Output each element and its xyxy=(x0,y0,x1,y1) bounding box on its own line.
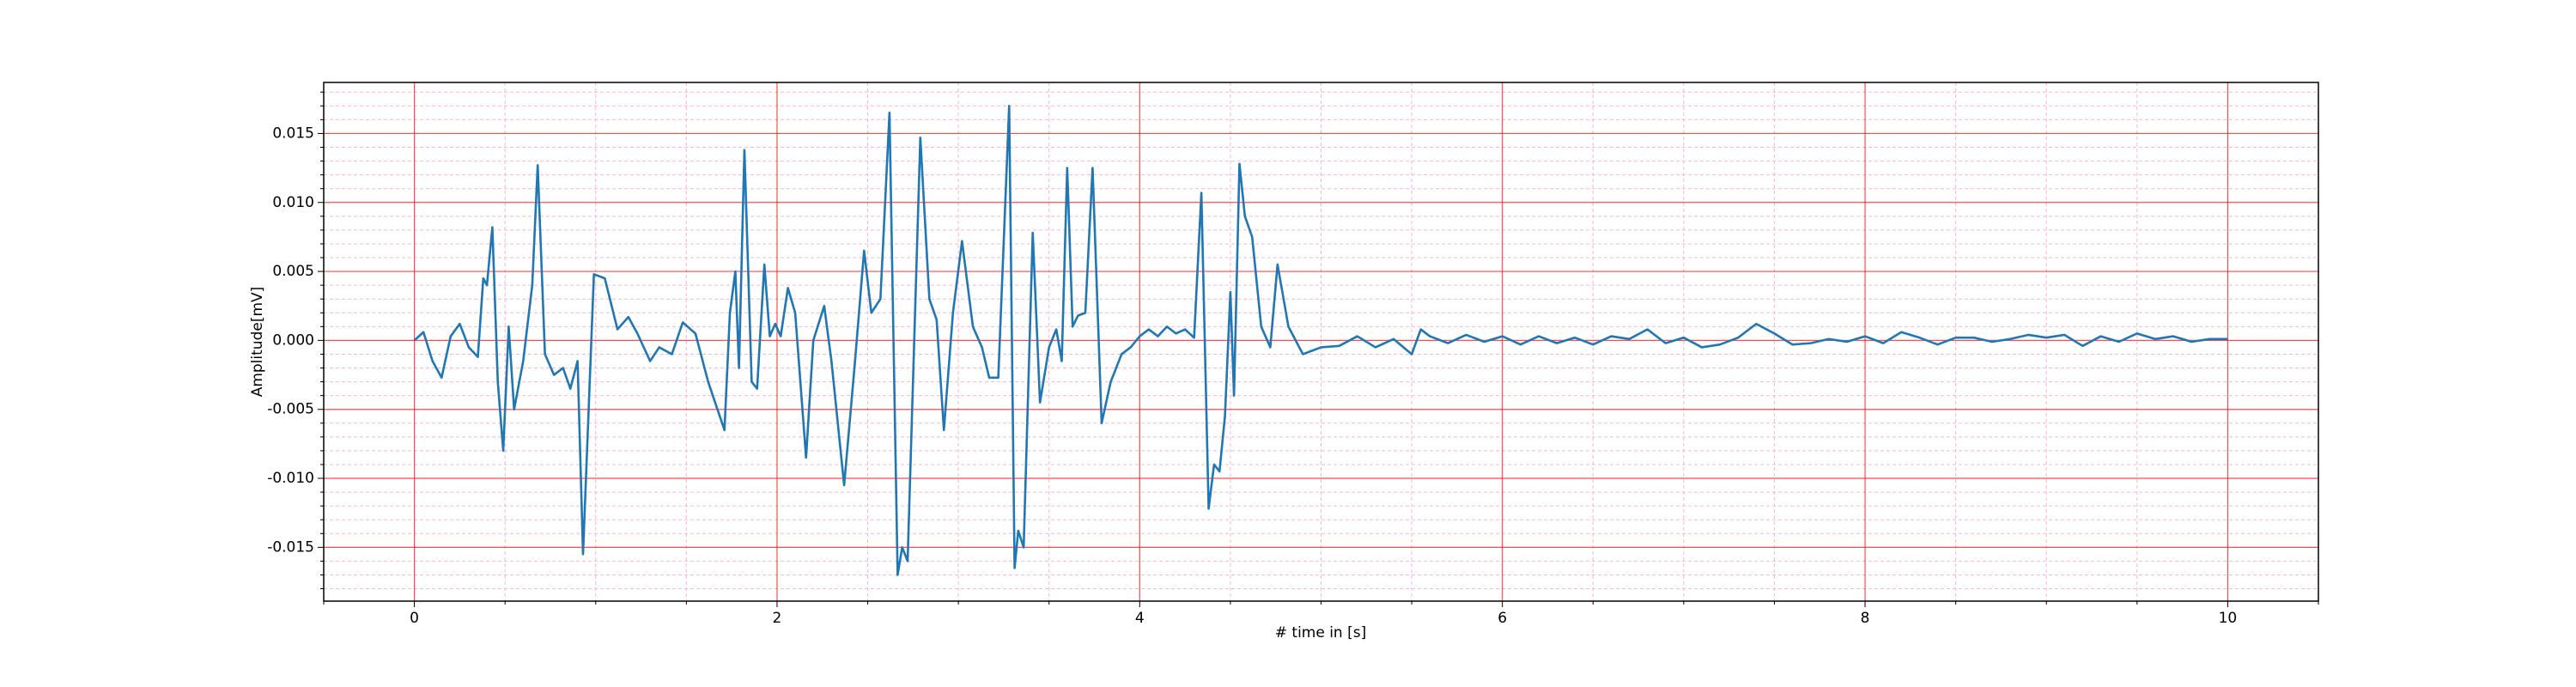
line xyxy=(413,105,2228,576)
x-tick-label: 4 xyxy=(1135,610,1145,627)
x-axis-label: # time in [s] xyxy=(1275,624,1366,641)
y-tick-label: -0.010 xyxy=(267,470,314,487)
y-tick-label: 0.015 xyxy=(272,125,314,142)
x-tick-label: 2 xyxy=(773,610,782,627)
y-axis-label: Amplitude[mV] xyxy=(249,287,266,398)
y-tick-label: -0.005 xyxy=(267,401,314,418)
x-tick-label: 6 xyxy=(1498,610,1507,627)
x-tick-label: 10 xyxy=(2219,610,2238,627)
y-tick-label: 0.010 xyxy=(272,194,314,211)
y-tick-label: 0.000 xyxy=(272,331,314,349)
x-tick-label: 8 xyxy=(1861,610,1870,627)
y-tick-label: 0.005 xyxy=(272,263,314,280)
plot-frame xyxy=(323,82,2319,602)
x-tick-label: 0 xyxy=(410,610,419,627)
y-tick-label: -0.015 xyxy=(267,538,314,556)
